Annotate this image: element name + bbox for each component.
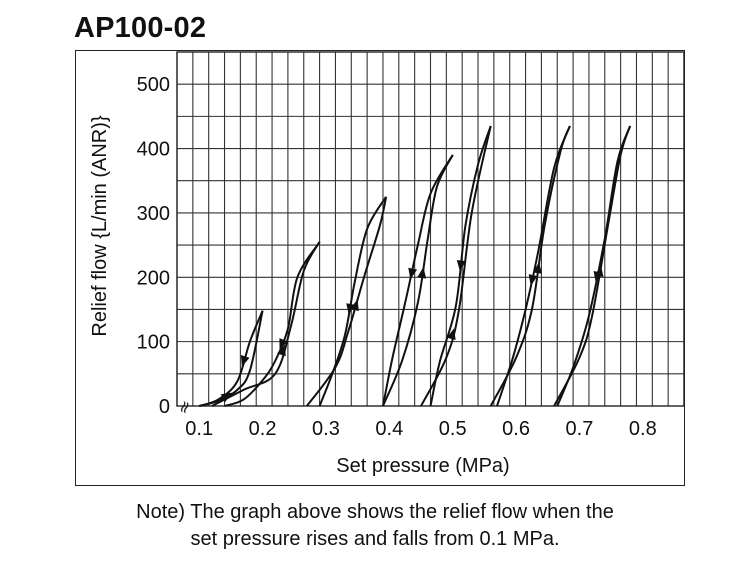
chart-title: AP100-02 <box>74 12 207 44</box>
falling-arrow-6 <box>528 274 538 286</box>
x-tick-label: 0.5 <box>439 418 467 440</box>
y-tick-label: 200 <box>137 267 170 289</box>
rising-curve-5 <box>420 125 492 407</box>
x-tick-label: 0.8 <box>629 418 657 440</box>
y-tick-label: 300 <box>137 203 170 225</box>
falling-curve-2 <box>224 241 321 407</box>
rising-curve-7 <box>553 125 632 407</box>
x-tick-label: 0.4 <box>375 418 403 440</box>
falling-arrow-3 <box>346 303 356 315</box>
rising-arrow-4 <box>417 267 427 279</box>
x-tick-label: 0.7 <box>566 418 594 440</box>
relief-flow-chart: 0.1 0.2 0.3 0.4 0.5 0.6 0.7 0.8 0 100 200 300 400 500… <box>89 51 685 477</box>
falling-arrow-1 <box>240 354 250 367</box>
falling-curve-1 <box>198 310 264 407</box>
falling-arrow-7 <box>593 270 603 283</box>
note-line-2: set pressure rises and falls from 0.1 MP… <box>190 528 560 550</box>
y-tick-label: 500 <box>137 74 170 96</box>
falling-arrow-4 <box>408 267 418 280</box>
tick-labels: 0.1 0.2 0.3 0.4 0.5 0.6 0.7 0.8 0 100 200 300 400 500 <box>137 74 657 440</box>
falling-curve-3 <box>318 196 387 407</box>
note-line-1: Note) The graph above shows the relief f… <box>136 501 614 523</box>
rising-curve-3 <box>306 196 388 407</box>
y-axis-label: Relief flow {L/min (ANR)} <box>89 115 111 337</box>
chart-note: Note) The graph above shows the relief f… <box>0 499 750 553</box>
x-tick-label: 0.1 <box>185 418 213 440</box>
y-tick-label: 100 <box>137 332 170 354</box>
rising-arrow-1 <box>220 392 233 403</box>
x-tick-label: 0.2 <box>249 418 277 440</box>
falling-curve-6 <box>496 125 571 407</box>
axis-break-symbol: ≈ <box>173 397 197 417</box>
falling-curve-7 <box>556 125 632 407</box>
x-tick-label: 0.6 <box>502 418 530 440</box>
x-axis-label: Set pressure (MPa) <box>336 455 509 477</box>
rising-arrow-5 <box>446 328 456 341</box>
falling-arrow-2 <box>279 338 288 350</box>
rising-curve-6 <box>489 125 571 407</box>
rising-arrow-6 <box>532 262 542 274</box>
y-tick-label: 0 <box>159 396 170 418</box>
falling-arrow-5 <box>456 260 466 272</box>
curves <box>198 125 632 407</box>
y-tick-label: 400 <box>137 139 170 161</box>
rising-arrow-2 <box>277 344 286 357</box>
x-tick-label: 0.3 <box>312 418 340 440</box>
